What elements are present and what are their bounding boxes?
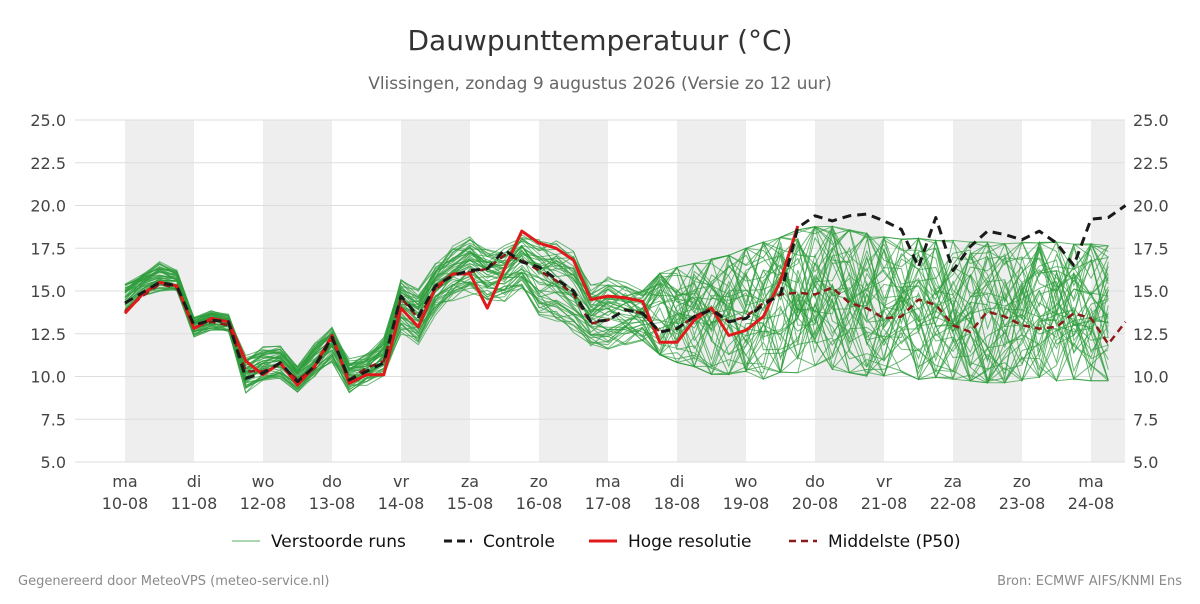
- legend-label-high-res: Hoge resolutie: [628, 532, 752, 552]
- x-tick-day: do: [322, 472, 342, 491]
- x-tick-date: 20-08: [792, 494, 839, 513]
- x-tick-date: 14-08: [378, 494, 425, 513]
- y-tick-label-right: 20.0: [1133, 197, 1169, 216]
- y-tick-label-right: 15.0: [1133, 282, 1169, 301]
- y-tick-label-right: 17.5: [1133, 239, 1169, 258]
- y-axis-left: 5.0 7.5 10.0 12.5 15.0 17.5 20.0 22.5 25.0: [30, 111, 66, 472]
- y-tick-label-left: 15.0: [30, 282, 66, 301]
- ensemble-member-line: [124, 283, 1109, 394]
- ensemble-member-line: [124, 246, 1109, 378]
- x-tick-day: vr: [393, 472, 409, 491]
- x-tick-date: 23-08: [999, 494, 1046, 513]
- x-tick-day: di: [187, 472, 202, 491]
- x-tick-day: di: [670, 472, 685, 491]
- control-line: [124, 204, 1127, 384]
- x-tick-date: 24-08: [1068, 494, 1115, 513]
- x-tick-day: zo: [530, 472, 548, 491]
- x-tick-date: 16-08: [516, 494, 563, 513]
- ensemble-member-line: [124, 283, 1109, 393]
- y-axis-right: 5.0 7.5 10.0 12.5 15.0 17.5 20.0 22.5 25.0: [1133, 111, 1169, 472]
- x-tick-day: ma: [1078, 472, 1103, 491]
- x-tick-date: 13-08: [309, 494, 356, 513]
- ensemble-member-line: [124, 280, 1109, 389]
- x-tick-date: 10-08: [102, 494, 149, 513]
- x-tick-date: 17-08: [585, 494, 632, 513]
- x-tick-date: 19-08: [723, 494, 770, 513]
- x-tick-day: ma: [112, 472, 137, 491]
- y-tick-label-left: 10.0: [30, 368, 66, 387]
- ensemble-member-line: [124, 241, 1109, 379]
- x-tick-date: 12-08: [240, 494, 287, 513]
- footer-source: Bron: ECMWF AIFS/KNMI Ens: [997, 574, 1182, 589]
- y-tick-label-left: 5.0: [41, 453, 66, 472]
- legend: Verstoorde runs Controle Hoge resolutie …: [232, 532, 961, 552]
- legend-item-control: Controle: [444, 532, 555, 552]
- x-tick-day: wo: [252, 472, 275, 491]
- y-tick-label-right: 5.0: [1133, 453, 1158, 472]
- x-axis: ma 10-08 di 11-08 wo 12-08 do 13-08 vr 14-08 za 15-…: [102, 472, 1115, 513]
- legend-item-high-res: Hoge resolutie: [589, 532, 752, 552]
- x-tick-day: za: [461, 472, 479, 491]
- x-tick-date: 22-08: [930, 494, 977, 513]
- y-tick-label-right: 10.0: [1133, 368, 1169, 387]
- chart-subtitle: Vlissingen, zondag 9 augustus 2026 (Vers…: [368, 74, 832, 94]
- ensemble-lines: [124, 225, 1109, 394]
- main-series-lines: [123, 204, 1127, 387]
- legend-label-control: Controle: [483, 532, 555, 552]
- x-tick-day: za: [944, 472, 962, 491]
- x-tick-day: vr: [876, 472, 892, 491]
- legend-label-median: Middelste (P50): [828, 532, 961, 552]
- y-tick-label-left: 12.5: [30, 325, 66, 344]
- legend-item-median: Middelste (P50): [789, 532, 961, 552]
- x-tick-date: 21-08: [861, 494, 908, 513]
- chart-title: Dauwpunttemperatuur (°C): [407, 24, 792, 57]
- x-tick-date: 15-08: [447, 494, 494, 513]
- y-tick-label-right: 25.0: [1133, 111, 1169, 130]
- x-tick-day: do: [805, 472, 825, 491]
- y-tick-label-right: 12.5: [1133, 325, 1169, 344]
- ensemble-member-line: [124, 225, 1109, 368]
- x-tick-day: zo: [1013, 472, 1031, 491]
- x-tick-date: 18-08: [654, 494, 701, 513]
- y-tick-label-left: 22.5: [30, 154, 66, 173]
- y-tick-label-left: 17.5: [30, 239, 66, 258]
- x-tick-day: ma: [595, 472, 620, 491]
- y-tick-label-left: 20.0: [30, 197, 66, 216]
- y-tick-label-left: 7.5: [41, 410, 66, 429]
- footer-generated-by: Gegenereerd door MeteoVPS (meteo-service…: [18, 574, 329, 589]
- legend-label-ensemble: Verstoorde runs: [271, 532, 406, 552]
- legend-item-ensemble: Verstoorde runs: [232, 532, 406, 552]
- ensemble-member-line: [124, 275, 1109, 387]
- x-tick-day: wo: [735, 472, 758, 491]
- y-tick-label-left: 25.0: [30, 111, 66, 130]
- x-tick-date: 11-08: [171, 494, 218, 513]
- y-tick-label-right: 22.5: [1133, 154, 1169, 173]
- y-tick-label-right: 7.5: [1133, 410, 1158, 429]
